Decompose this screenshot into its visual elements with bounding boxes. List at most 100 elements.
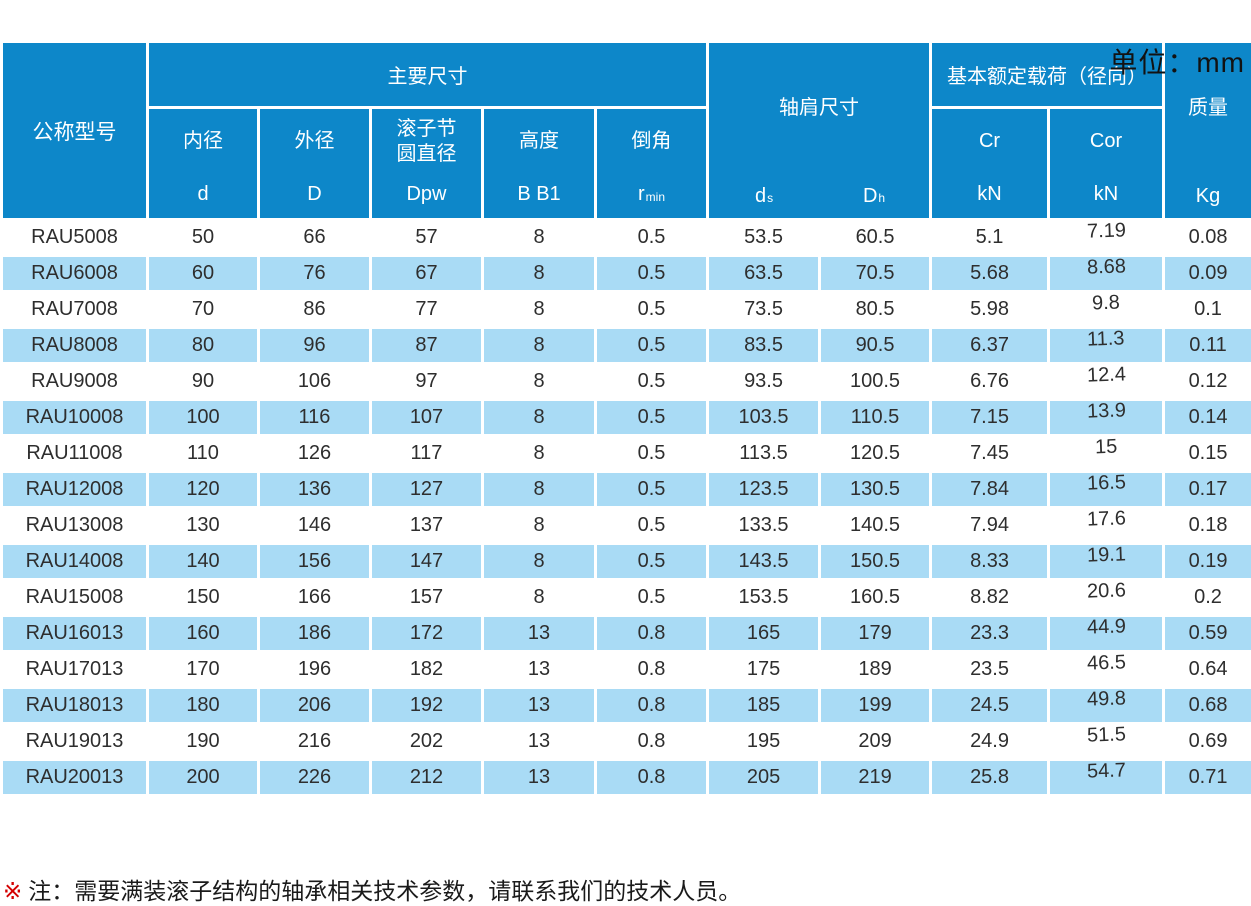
value-cell: 76 bbox=[259, 256, 371, 292]
value-cell: 110 bbox=[148, 436, 259, 472]
model-cell: RAU9008 bbox=[2, 364, 148, 400]
value-cell: 146 bbox=[259, 508, 371, 544]
value-cell: 136 bbox=[259, 472, 371, 508]
value-cell: 63.5 bbox=[708, 256, 820, 292]
value-cell: 13 bbox=[483, 760, 596, 796]
value-cell: 23.3 bbox=[931, 616, 1049, 652]
value-cell: 182 bbox=[371, 652, 483, 688]
value-cell: 0.5 bbox=[596, 364, 708, 400]
value-cell: 7.94 bbox=[931, 508, 1049, 544]
value-cell: 19.1 bbox=[1049, 544, 1164, 580]
value-cell: 180 bbox=[148, 688, 259, 724]
value-cell: 0.5 bbox=[596, 400, 708, 436]
value-cell: 5.1 bbox=[931, 220, 1049, 256]
value-cell: 185 bbox=[708, 688, 820, 724]
value-cell: 24.5 bbox=[931, 688, 1049, 724]
value-cell: 160.5 bbox=[820, 580, 931, 616]
value-cell: 219 bbox=[820, 760, 931, 796]
value-cell: 0.5 bbox=[596, 472, 708, 508]
value-cell: 54.7 bbox=[1049, 760, 1164, 796]
model-cell: RAU19013 bbox=[2, 724, 148, 760]
value-cell: 44.9 bbox=[1049, 616, 1164, 652]
model-cell: RAU20013 bbox=[2, 760, 148, 796]
value-cell: 24.9 bbox=[931, 724, 1049, 760]
value-cell: 5.98 bbox=[931, 292, 1049, 328]
value-cell: 202 bbox=[371, 724, 483, 760]
value-cell: 70 bbox=[148, 292, 259, 328]
model-cell: RAU13008 bbox=[2, 508, 148, 544]
value-cell: 130.5 bbox=[820, 472, 931, 508]
model-cell: RAU15008 bbox=[2, 580, 148, 616]
value-cell: 13 bbox=[483, 616, 596, 652]
value-cell: 8 bbox=[483, 328, 596, 364]
header-col-outer-diameter: 外径 D bbox=[259, 108, 371, 220]
value-cell: 8.68 bbox=[1049, 256, 1164, 292]
model-cell: RAU10008 bbox=[2, 400, 148, 436]
value-cell: 190 bbox=[148, 724, 259, 760]
value-cell: 87 bbox=[371, 328, 483, 364]
value-cell: 6.37 bbox=[931, 328, 1049, 364]
value-cell: 0.2 bbox=[1164, 580, 1251, 616]
value-cell: 90 bbox=[148, 364, 259, 400]
value-cell: 60 bbox=[148, 256, 259, 292]
value-cell: 8 bbox=[483, 580, 596, 616]
model-cell: RAU11008 bbox=[2, 436, 148, 472]
value-cell: 106 bbox=[259, 364, 371, 400]
value-cell: 189 bbox=[820, 652, 931, 688]
value-cell: 0.18 bbox=[1164, 508, 1251, 544]
value-cell: 137 bbox=[371, 508, 483, 544]
value-cell: 8 bbox=[483, 508, 596, 544]
value-cell: 7.19 bbox=[1049, 220, 1164, 256]
value-cell: 0.5 bbox=[596, 220, 708, 256]
value-cell: 110.5 bbox=[820, 400, 931, 436]
shoulder-group-label: 轴肩尺寸 bbox=[709, 43, 929, 174]
value-cell: 113.5 bbox=[708, 436, 820, 472]
value-cell: 77 bbox=[371, 292, 483, 328]
value-cell: 0.8 bbox=[596, 760, 708, 796]
value-cell: 117 bbox=[371, 436, 483, 472]
value-cell: 50 bbox=[148, 220, 259, 256]
model-cell: RAU7008 bbox=[2, 292, 148, 328]
value-cell: 7.15 bbox=[931, 400, 1049, 436]
value-cell: 70.5 bbox=[820, 256, 931, 292]
model-cell: RAU5008 bbox=[2, 220, 148, 256]
value-cell: 226 bbox=[259, 760, 371, 796]
value-cell: 0.8 bbox=[596, 724, 708, 760]
value-cell: 8 bbox=[483, 220, 596, 256]
value-cell: 13 bbox=[483, 652, 596, 688]
value-cell: 16.5 bbox=[1049, 472, 1164, 508]
value-cell: 13 bbox=[483, 688, 596, 724]
value-cell: 153.5 bbox=[708, 580, 820, 616]
value-cell: 0.68 bbox=[1164, 688, 1251, 724]
model-cell: RAU18013 bbox=[2, 688, 148, 724]
value-cell: 116 bbox=[259, 400, 371, 436]
value-cell: 120 bbox=[148, 472, 259, 508]
model-cell: RAU16013 bbox=[2, 616, 148, 652]
value-cell: 13.9 bbox=[1049, 400, 1164, 436]
value-cell: 8 bbox=[483, 256, 596, 292]
value-cell: 0.8 bbox=[596, 688, 708, 724]
value-cell: 195 bbox=[708, 724, 820, 760]
header-col-cr: Cr kN bbox=[931, 108, 1049, 220]
value-cell: 49.8 bbox=[1049, 688, 1164, 724]
value-cell: 66 bbox=[259, 220, 371, 256]
value-cell: 156 bbox=[259, 544, 371, 580]
value-cell: 179 bbox=[820, 616, 931, 652]
header-col-height: 高度 B B1 bbox=[483, 108, 596, 220]
value-cell: 199 bbox=[820, 688, 931, 724]
value-cell: 0.17 bbox=[1164, 472, 1251, 508]
value-cell: 25.8 bbox=[931, 760, 1049, 796]
value-cell: 0.8 bbox=[596, 652, 708, 688]
value-cell: 126 bbox=[259, 436, 371, 472]
value-cell: 140.5 bbox=[820, 508, 931, 544]
value-cell: 166 bbox=[259, 580, 371, 616]
